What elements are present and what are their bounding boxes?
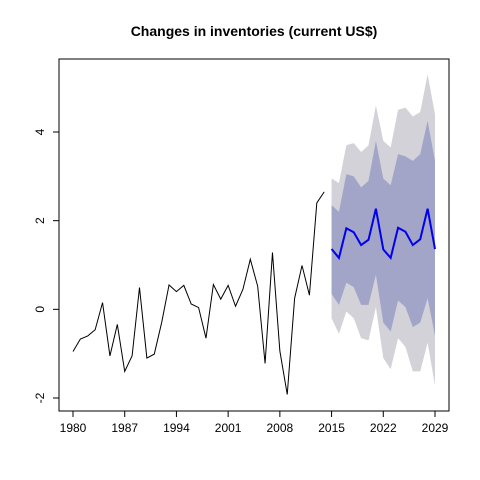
- x-tick-label: 2029: [422, 421, 449, 435]
- data-lines: [72, 191, 436, 395]
- series-line-forecast: [330, 208, 436, 261]
- x-tick-label: 2001: [215, 421, 242, 435]
- y-tick-label: 0: [33, 306, 47, 313]
- y-axis: -2 0 2 4: [33, 128, 60, 403]
- x-tick-label: 2022: [370, 421, 397, 435]
- x-tick-label: 1980: [60, 421, 87, 435]
- x-tick-label: 1994: [163, 421, 190, 435]
- chart-title: Changes in inventories (current US$): [131, 23, 378, 39]
- y-tick-label: 2: [33, 217, 47, 224]
- series-line-historical: [72, 191, 325, 395]
- band-80: [331, 120, 435, 336]
- x-tick-label: 1987: [111, 421, 138, 435]
- y-tick-label: -2: [33, 392, 47, 403]
- x-axis: 1980 1987 1994 2001 2008 2015 2022 2029: [60, 410, 449, 435]
- confidence-bands: [331, 74, 435, 386]
- y-tick-label: 4: [33, 128, 47, 135]
- x-tick-label: 2008: [267, 421, 294, 435]
- x-tick-label: 2015: [318, 421, 345, 435]
